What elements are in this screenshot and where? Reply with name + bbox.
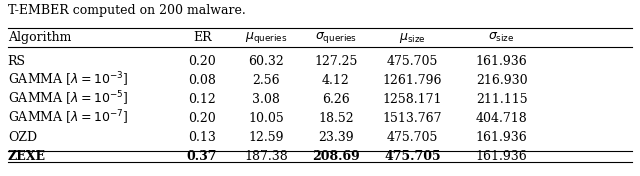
Text: 208.69: 208.69	[312, 150, 360, 163]
Text: 161.936: 161.936	[476, 150, 527, 163]
Text: 1261.796: 1261.796	[383, 74, 442, 87]
Text: 216.930: 216.930	[476, 74, 527, 87]
Text: 127.25: 127.25	[314, 55, 358, 68]
Text: 0.12: 0.12	[188, 93, 216, 106]
Text: 10.05: 10.05	[248, 112, 284, 125]
Text: 1258.171: 1258.171	[383, 93, 442, 106]
Text: 60.32: 60.32	[248, 55, 284, 68]
Text: 3.08: 3.08	[252, 93, 280, 106]
Text: 211.115: 211.115	[476, 93, 527, 106]
Text: $\sigma_{\mathrm{queries}}$: $\sigma_{\mathrm{queries}}$	[315, 30, 357, 45]
Text: 6.26: 6.26	[322, 93, 350, 106]
Text: 475.705: 475.705	[387, 55, 438, 68]
Text: $\sigma_{\mathrm{size}}$: $\sigma_{\mathrm{size}}$	[488, 31, 515, 44]
Text: 2.56: 2.56	[252, 74, 280, 87]
Text: 0.20: 0.20	[188, 55, 216, 68]
Text: 404.718: 404.718	[476, 112, 527, 125]
Text: 0.08: 0.08	[188, 74, 216, 87]
Text: $\mu_{\mathrm{queries}}$: $\mu_{\mathrm{queries}}$	[244, 30, 287, 45]
Text: GAMMA [$\lambda = 10^{-7}$]: GAMMA [$\lambda = 10^{-7}$]	[8, 109, 128, 127]
Text: 475.705: 475.705	[387, 131, 438, 144]
Text: 0.37: 0.37	[187, 150, 218, 163]
Text: 161.936: 161.936	[476, 131, 527, 144]
Text: 161.936: 161.936	[476, 55, 527, 68]
Text: OZD: OZD	[8, 131, 37, 144]
Text: $\mu_{\mathrm{size}}$: $\mu_{\mathrm{size}}$	[399, 31, 426, 45]
Text: 1513.767: 1513.767	[383, 112, 442, 125]
Text: 0.20: 0.20	[188, 112, 216, 125]
Text: 12.59: 12.59	[248, 131, 284, 144]
Text: 0.13: 0.13	[188, 131, 216, 144]
Text: GAMMA [$\lambda = 10^{-3}$]: GAMMA [$\lambda = 10^{-3}$]	[8, 71, 128, 89]
Text: Algorithm: Algorithm	[8, 31, 71, 44]
Text: RS: RS	[8, 55, 26, 68]
Text: ER: ER	[193, 31, 211, 44]
Text: 23.39: 23.39	[318, 131, 354, 144]
Text: ZEXE: ZEXE	[8, 150, 46, 163]
Text: 475.705: 475.705	[384, 150, 441, 163]
Text: 18.52: 18.52	[318, 112, 354, 125]
Text: 4.12: 4.12	[322, 74, 350, 87]
Text: 187.38: 187.38	[244, 150, 288, 163]
Text: T-EMBER computed on 200 malware.: T-EMBER computed on 200 malware.	[8, 4, 246, 17]
Text: GAMMA [$\lambda = 10^{-5}$]: GAMMA [$\lambda = 10^{-5}$]	[8, 90, 128, 108]
